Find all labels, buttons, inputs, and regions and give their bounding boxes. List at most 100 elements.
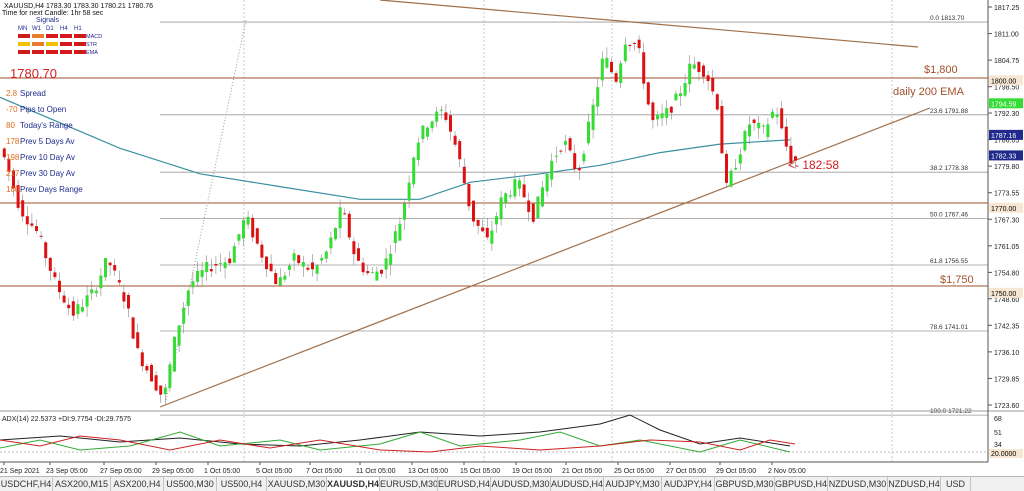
signal-row-label: EMA [86, 50, 98, 56]
chart-tab[interactable]: AUDJPY,H4 [662, 477, 715, 491]
candle-body [223, 262, 227, 269]
chart-tab[interactable]: EURUSD,H4 [438, 477, 491, 491]
signal-cell [60, 42, 72, 46]
chart-tab[interactable]: USD [941, 477, 971, 491]
candle-body [720, 105, 724, 154]
fibonacci-retracement[interactable]: 0.0 1813.70 23.6 1791.88 38.2 1778.38 50.0 … [160, 15, 988, 416]
candle-body [2, 148, 6, 158]
candle-body [30, 223, 34, 226]
chart-tab[interactable]: ASX200,H4 [111, 477, 164, 491]
chart-tab[interactable]: XAUUSD,H4 [327, 477, 380, 491]
time-tick-label: 19 Oct 05:00 [512, 468, 552, 475]
signals-grid: MN W1 D1 H4 H1 MACD STR EMA [18, 26, 102, 56]
signal-cell [32, 50, 44, 54]
next-candle-timer: Time for next Candle: 1hr 58 sec [2, 10, 104, 17]
candle-body [278, 277, 282, 286]
chart-tab[interactable]: EURUSD,M30 [380, 477, 438, 491]
price-tick-label: 1736.10 [994, 350, 1019, 357]
candle-body [660, 113, 664, 119]
chart-tab[interactable]: NZDUSD,H4 [888, 477, 941, 491]
time-tick-label: 27 Sep 05:00 [100, 468, 142, 475]
candle-body [343, 213, 347, 215]
candle-body [623, 44, 627, 62]
stat-value: 180 [6, 185, 20, 194]
candle-body [393, 231, 397, 244]
candle-body [200, 270, 204, 277]
candle-body [789, 145, 793, 163]
chart-tab[interactable]: GBPUSD,M30 [715, 477, 775, 491]
candle-body [692, 64, 696, 69]
candle-body [274, 273, 278, 285]
signal-cell [32, 42, 44, 46]
time-tick-label: 7 Oct 05:00 [306, 468, 342, 475]
candle-body [117, 280, 121, 283]
stat-label: Prev 10 Day Av [20, 153, 75, 162]
candle-body [39, 235, 43, 237]
candle-body [729, 170, 733, 187]
descending-trendline[interactable] [379, 0, 919, 48]
candle-body [706, 75, 710, 82]
candle-body [513, 179, 517, 197]
fib-level-label: 100.0 1721.22 [930, 408, 972, 415]
chart-tab[interactable]: AUDJPY,M30 [604, 477, 662, 491]
price-axis-highlights: 1800.00 1794.59 1787.16 1782.33 1770.00 1750.… [989, 75, 1023, 298]
candle-body [453, 135, 457, 145]
adx-tick-label: 34 [994, 442, 1002, 449]
stat-value: 80 [6, 121, 15, 130]
chart-pane [0, 0, 988, 411]
chart-tab[interactable]: AUDUSD,H4 [551, 477, 604, 491]
stat-label: Prev 5 Days Av [20, 137, 75, 146]
candle-body [642, 52, 646, 84]
price-tick-label: 1773.55 [994, 191, 1019, 198]
adx-tick-label: 51 [994, 430, 1002, 437]
candle-body [439, 109, 443, 111]
signal-cell [46, 34, 58, 38]
chart-tab[interactable]: US500,M30 [164, 477, 217, 491]
candle-body [94, 290, 98, 294]
ascending-trendline[interactable] [159, 107, 931, 408]
chart-tab[interactable]: XAUUSD,M30 [267, 477, 327, 491]
chart-tab[interactable]: US500,H4 [217, 477, 267, 491]
stat-value: 198 [6, 153, 20, 162]
price-highlight-box [989, 150, 1023, 161]
candle-body [168, 364, 172, 388]
candle-body [44, 242, 48, 259]
chart-tab[interactable]: GBPUSD,H4 [775, 477, 828, 491]
candle-body [734, 167, 738, 170]
candle-body [292, 253, 296, 261]
price-highlight-label: 1800.00 [991, 78, 1016, 85]
candle-body [205, 262, 209, 273]
signal-timeframe-label: MN [18, 26, 27, 32]
chart-tab[interactable]: NZDUSD,M30 [828, 477, 888, 491]
chart-tab[interactable]: USDCHF,H4 [0, 477, 53, 491]
candle-body [444, 112, 448, 120]
candle-body [154, 375, 158, 391]
candle-body [191, 281, 195, 288]
candle-body [122, 292, 126, 302]
candle-body [53, 272, 57, 278]
candle-body [656, 114, 659, 120]
chart-tab[interactable]: ASX200,M15 [53, 477, 111, 491]
price-tick-label: 1811.00 [994, 32, 1019, 39]
candle-body [711, 77, 715, 92]
adx-axis: 6851342020.0000 [989, 416, 1023, 458]
chart-tab[interactable]: AUDUSD,M30 [491, 477, 551, 491]
candle-body [628, 44, 632, 46]
candle-body [651, 102, 655, 121]
candle-body [531, 203, 535, 222]
candlesticks[interactable] [2, 35, 797, 405]
stat-value: 217 [6, 169, 20, 178]
ema-200-line[interactable] [0, 96, 791, 200]
candle-body [577, 167, 581, 171]
signal-cell [60, 34, 72, 38]
price-chart[interactable]: 0.0 1813.70 23.6 1791.88 38.2 1778.38 50.0 … [0, 0, 1024, 476]
fib-level-label: 23.6 1791.88 [930, 108, 968, 115]
adx-label: ADX(14) 22.5373 +DI:9.7754 -DI:29.7575 [2, 416, 131, 423]
candle-body [752, 119, 756, 124]
candle-body [610, 62, 613, 73]
candle-body [209, 269, 213, 272]
price-highlight-label: 1794.59 [991, 101, 1016, 108]
candle-body [306, 267, 310, 270]
candle-body [600, 58, 604, 81]
